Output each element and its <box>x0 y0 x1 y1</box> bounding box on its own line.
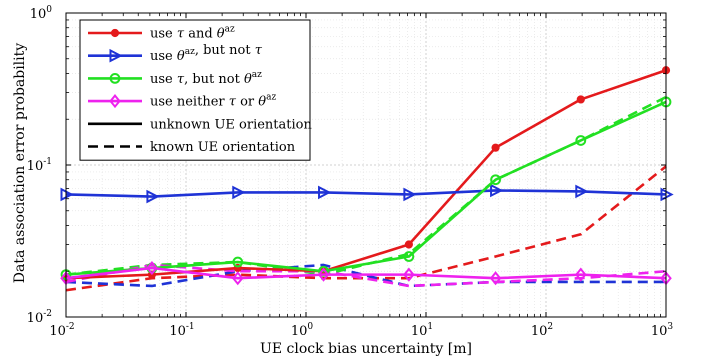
series-tau-only-known <box>65 95 667 276</box>
y-axis-label: Data association error probability <box>12 43 28 283</box>
series-layer <box>60 66 674 292</box>
data-point <box>146 260 158 276</box>
data-point <box>110 28 120 38</box>
data-point <box>109 73 121 84</box>
data-point <box>403 251 415 262</box>
data-point <box>576 95 585 104</box>
series-line <box>65 189 667 198</box>
data-point <box>491 143 500 152</box>
data-point <box>318 185 332 200</box>
data-point <box>146 189 160 204</box>
series-line <box>65 165 667 292</box>
data-point <box>403 267 415 282</box>
legend-label: unknown UE orientation <box>150 117 312 132</box>
data-point <box>575 135 587 146</box>
y-tick-label: 10-1 <box>27 157 52 174</box>
series-az-only-unknown <box>60 183 674 204</box>
series-az-only-known <box>65 263 666 288</box>
data-point <box>109 48 123 63</box>
legend-label: known UE orientation <box>150 140 296 155</box>
series-tau-only-unknown <box>60 96 672 281</box>
y-tick-label: 100 <box>30 5 53 22</box>
series-line <box>65 100 667 276</box>
legend-entry: known UE orientation <box>88 140 296 155</box>
series-line <box>65 266 667 280</box>
data-point <box>109 94 121 109</box>
x-tick-label: 100 <box>291 322 314 339</box>
legend-label: use τ and θaz <box>150 25 235 42</box>
data-point <box>575 267 587 282</box>
data-point <box>575 184 589 199</box>
series-line <box>65 95 667 276</box>
legend-box <box>79 19 311 161</box>
series-line <box>65 69 667 280</box>
data-point <box>403 187 417 202</box>
data-point <box>490 174 501 186</box>
x-tick-label: 10-2 <box>49 322 74 339</box>
data-point <box>317 267 330 282</box>
data-point <box>404 240 413 249</box>
data-point <box>489 271 502 286</box>
series-tau-az-known <box>65 165 667 292</box>
x-tick-label: 10-1 <box>169 322 194 339</box>
axes: 10-2 10-1 100 101 102 103 10-2 10-1 100 <box>27 5 674 339</box>
legend-entry: use τ and θaz <box>88 25 235 42</box>
legend-entry: unknown UE orientation <box>88 117 312 132</box>
legend-entry: use θaz, but not τ <box>88 43 263 64</box>
data-point <box>490 183 504 198</box>
legend-label: use τ, but not θaz <box>150 70 262 87</box>
x-tick-label: 102 <box>531 322 553 339</box>
legend-label: use θaz, but not τ <box>150 43 263 64</box>
x-tick-label: 103 <box>651 322 674 339</box>
data-point <box>231 271 244 286</box>
legend-entry: use neither τ or θaz <box>88 93 276 110</box>
legend-entry: use τ, but not θaz <box>88 70 262 87</box>
data-point <box>232 256 244 268</box>
data-point <box>232 185 246 200</box>
series-line <box>65 263 666 288</box>
x-axis-label: UE clock bias uncertainty [m] <box>260 341 472 357</box>
legend-label: use neither τ or θaz <box>150 93 276 110</box>
y-tick-label: 10-2 <box>27 309 52 326</box>
x-tick-label: 101 <box>411 322 433 339</box>
